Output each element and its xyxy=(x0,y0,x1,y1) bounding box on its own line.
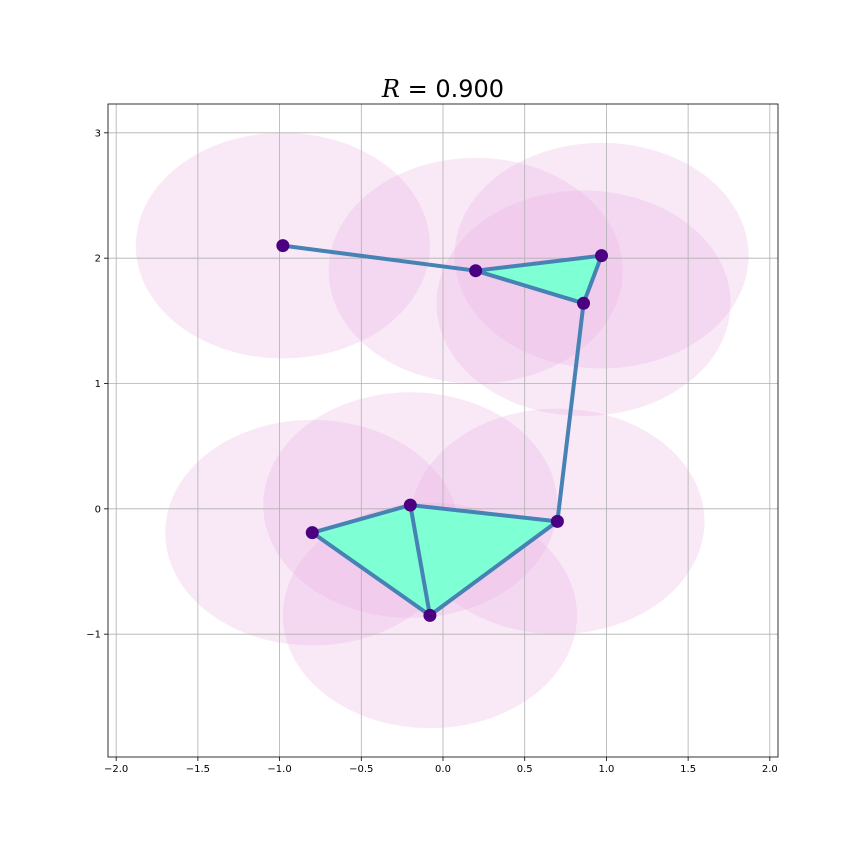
simplex-edge-8 xyxy=(408,503,432,618)
simplex-triangle-1 xyxy=(410,505,558,616)
x-tick-label-2: −1.0 xyxy=(267,764,291,775)
simplex-edge-3 xyxy=(581,253,604,306)
data-point-2 xyxy=(595,249,609,263)
simplex-edge-1 xyxy=(473,253,604,273)
data-point-7 xyxy=(423,608,437,622)
simplex-triangle-2 xyxy=(312,505,430,616)
data-point-1 xyxy=(469,264,483,278)
x-tick-label-4: 0.0 xyxy=(435,764,451,775)
x-tick-label-7: 1.5 xyxy=(680,764,696,775)
y-tick-label-2: 1 xyxy=(95,379,101,390)
data-point-5 xyxy=(403,498,417,512)
y-tick-label-4: 3 xyxy=(95,128,101,139)
x-tick-label-1: −1.5 xyxy=(186,764,210,775)
simplex-edge-7 xyxy=(310,503,413,535)
simplex-edge-9 xyxy=(310,530,432,618)
x-tick-label-6: 1.0 xyxy=(598,764,614,775)
data-point-4 xyxy=(550,514,564,528)
simplex-edge-5 xyxy=(408,503,560,524)
plot-area: −2.0 −1.5 −1.0 −0.5 0.0 0.5 1.0 1.5 2.0 −1 0 1 2 3 xyxy=(86,103,779,775)
chart-title-symbol: R xyxy=(381,75,400,103)
data-point-0 xyxy=(276,239,290,253)
simplex-edge-2 xyxy=(473,268,586,306)
chart-title: R = 0.900 xyxy=(381,75,504,103)
x-tick-label-5: 0.5 xyxy=(517,764,533,775)
chart-title-value: = 0.900 xyxy=(400,75,504,103)
x-tick-label-8: 2.0 xyxy=(762,764,778,775)
simplex-edge-0 xyxy=(280,243,478,273)
x-tick-label-0: −2.0 xyxy=(104,764,128,775)
simplex-edge-6 xyxy=(427,519,560,618)
y-tick-label-3: 2 xyxy=(95,254,101,265)
data-point-6 xyxy=(305,526,319,540)
simplex-edge-4 xyxy=(555,301,586,524)
y-tick-label-1: 0 xyxy=(95,504,101,515)
y-tick-label-0: −1 xyxy=(86,630,101,641)
x-tick-label-3: −0.5 xyxy=(349,764,373,775)
data-point-3 xyxy=(577,296,591,310)
